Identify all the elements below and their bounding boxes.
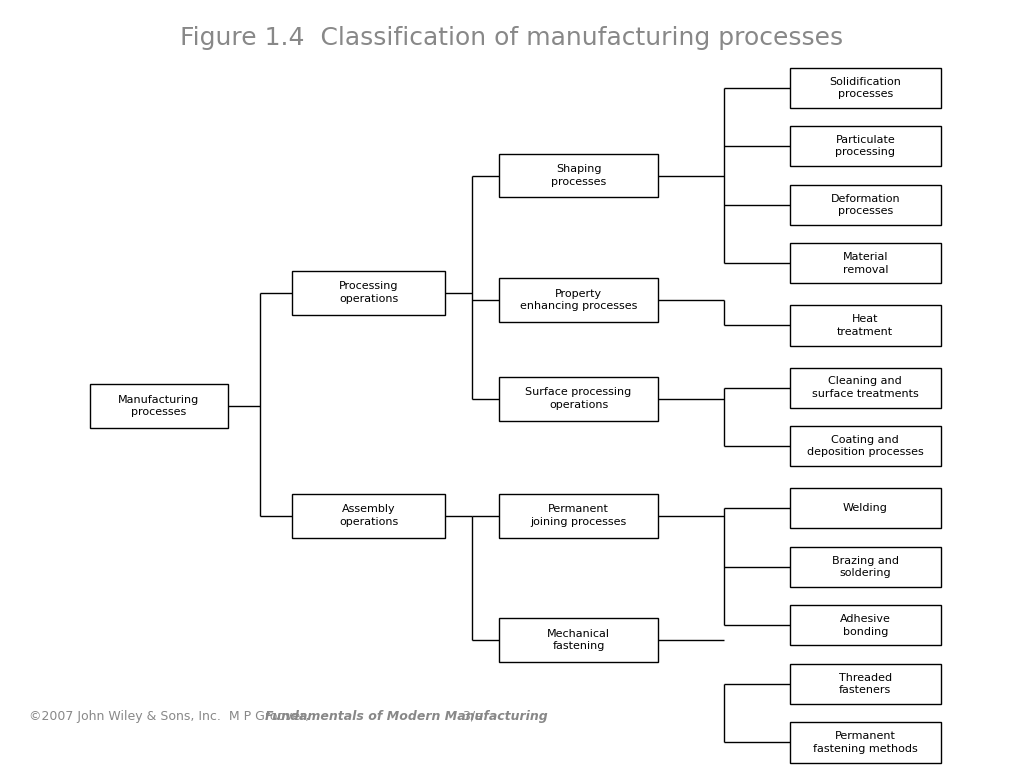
Text: Assembly
operations: Assembly operations: [339, 505, 398, 527]
Text: Cleaning and
surface treatments: Cleaning and surface treatments: [812, 376, 919, 399]
Text: Figure 1.4  Classification of manufacturing processes: Figure 1.4 Classification of manufacturi…: [180, 25, 844, 50]
Text: Mechanical
fastening: Mechanical fastening: [547, 629, 610, 651]
Text: Welding: Welding: [843, 503, 888, 513]
Text: Shaping
processes: Shaping processes: [551, 164, 606, 187]
FancyBboxPatch shape: [790, 126, 941, 167]
FancyBboxPatch shape: [790, 488, 941, 528]
Text: Coating and
deposition processes: Coating and deposition processes: [807, 435, 924, 458]
FancyBboxPatch shape: [790, 368, 941, 408]
FancyBboxPatch shape: [790, 547, 941, 587]
Text: Manufacturing
processes: Manufacturing processes: [118, 395, 200, 417]
FancyBboxPatch shape: [790, 243, 941, 283]
Text: Particulate
processing: Particulate processing: [836, 135, 895, 157]
Text: Brazing and
soldering: Brazing and soldering: [831, 556, 899, 578]
Text: Threaded
fasteners: Threaded fasteners: [839, 673, 892, 695]
FancyBboxPatch shape: [292, 270, 445, 315]
FancyBboxPatch shape: [790, 68, 941, 108]
Text: Permanent
fastening methods: Permanent fastening methods: [813, 731, 918, 753]
FancyBboxPatch shape: [790, 664, 941, 704]
Text: Solidification
processes: Solidification processes: [829, 77, 901, 99]
FancyBboxPatch shape: [790, 306, 941, 346]
Text: Material
removal: Material removal: [843, 252, 888, 274]
FancyBboxPatch shape: [790, 722, 941, 763]
Text: 3/e: 3/e: [459, 710, 482, 723]
FancyBboxPatch shape: [90, 384, 227, 428]
Text: Deformation
processes: Deformation processes: [830, 194, 900, 216]
FancyBboxPatch shape: [790, 184, 941, 225]
FancyBboxPatch shape: [292, 494, 445, 538]
Text: Processing
operations: Processing operations: [339, 281, 398, 304]
FancyBboxPatch shape: [499, 618, 657, 662]
Text: Heat
treatment: Heat treatment: [838, 314, 893, 336]
FancyBboxPatch shape: [499, 494, 657, 538]
Text: ©2007 John Wiley & Sons, Inc.  M P Groover,: ©2007 John Wiley & Sons, Inc. M P Groove…: [29, 710, 313, 723]
Text: Fundamentals of Modern Manufacturing: Fundamentals of Modern Manufacturing: [265, 710, 548, 723]
Text: Property
enhancing processes: Property enhancing processes: [520, 289, 637, 311]
FancyBboxPatch shape: [499, 278, 657, 322]
FancyBboxPatch shape: [790, 426, 941, 466]
Text: Surface processing
operations: Surface processing operations: [525, 387, 632, 410]
FancyBboxPatch shape: [499, 376, 657, 421]
FancyBboxPatch shape: [499, 154, 657, 197]
Text: Adhesive
bonding: Adhesive bonding: [840, 614, 891, 637]
Text: Permanent
joining processes: Permanent joining processes: [530, 505, 627, 527]
FancyBboxPatch shape: [790, 605, 941, 645]
